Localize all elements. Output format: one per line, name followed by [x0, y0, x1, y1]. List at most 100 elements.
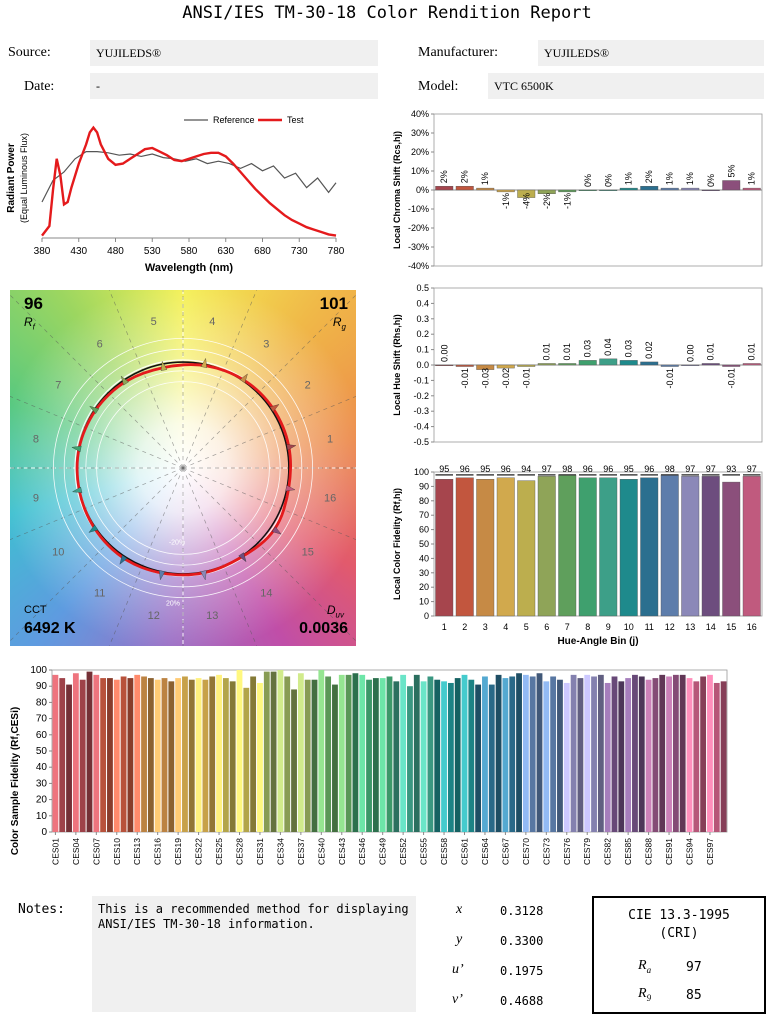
- x-tick-label-ces31: CES31: [255, 838, 265, 865]
- x-tick-label-ces97: CES97: [705, 838, 715, 865]
- x-axis-title: Wavelength (nm): [145, 262, 234, 274]
- y-tick-label: 0: [424, 611, 429, 621]
- bar-bin-12: [660, 364, 679, 367]
- x-tick-label-bin-2: 2: [462, 622, 467, 632]
- ces-bar-8: [100, 678, 107, 832]
- series-line-reference: [41, 151, 337, 203]
- bin-number-3: 3: [263, 338, 269, 350]
- x-tick-label-ces22: CES22: [194, 838, 204, 865]
- y-tick-label: 60: [419, 525, 429, 535]
- y-axis-title: Color Sample Fidelity (Rf,CESi): [10, 707, 21, 855]
- hue-shift-arrow-13: [200, 570, 207, 581]
- x-tick-label: 580: [181, 246, 198, 257]
- ces-bar-35: [284, 676, 291, 832]
- date-label: Date:: [24, 79, 55, 94]
- ces-bar-45: [352, 673, 359, 832]
- value-label-bin-16: 1%: [747, 172, 757, 185]
- ces-bar-91: [666, 676, 672, 832]
- value-label-bin-10: 95: [624, 464, 634, 474]
- x-tick-label-bin-16: 16: [747, 622, 757, 632]
- bin-number-9: 9: [33, 492, 39, 504]
- ces-bar-4: [72, 673, 79, 832]
- ces-bar-59: [447, 682, 454, 832]
- ces-bar-79: [584, 674, 591, 832]
- hue-shift-arrow-7: [89, 405, 100, 414]
- test-gamut-outline: [75, 363, 293, 577]
- bin-boundary-line: [10, 294, 184, 469]
- legend-label-test: Test: [287, 115, 304, 125]
- bar-bin-2: [455, 477, 474, 617]
- x-tick-label-ces52: CES52: [398, 838, 408, 865]
- ces-bar-70: [522, 674, 529, 832]
- x-tick-label: 430: [70, 246, 87, 257]
- bar-bin-9: [599, 358, 618, 366]
- x-tick-label-ces34: CES34: [275, 838, 285, 865]
- y-tick-label: 40: [36, 762, 48, 773]
- x-tick-label-bin-12: 12: [665, 622, 675, 632]
- bar-bin-8: [578, 360, 597, 366]
- bar-bin-9: [599, 189, 618, 192]
- ces-bar-27: [229, 681, 236, 832]
- x-tick-label-ces07: CES07: [91, 838, 101, 865]
- ra-value: 97: [686, 960, 702, 975]
- ra-label: Ra: [638, 958, 652, 975]
- x-tick-label-ces04: CES04: [71, 838, 81, 865]
- x-tick-label-bin-10: 10: [624, 622, 634, 632]
- ces-bar-47: [366, 679, 372, 832]
- value-label-bin-8: 0%: [583, 174, 593, 187]
- ces-bar-96: [700, 676, 707, 832]
- y-tick-label: -40%: [408, 261, 429, 271]
- y-tick-label: -0.3: [413, 406, 429, 416]
- ces-bar-15: [147, 678, 154, 832]
- y-tick-label: -20%: [408, 223, 429, 233]
- hue-shift-arrow-16: [285, 484, 296, 492]
- x-tick-label-bin-3: 3: [483, 622, 488, 632]
- bar-bin-15: [722, 481, 741, 617]
- y-tick-label: 70: [36, 714, 48, 725]
- hue-shift-arrow-5: [160, 360, 168, 371]
- reference-ring: [63, 348, 303, 588]
- ces-bar-21: [188, 679, 195, 832]
- bar-bin-2: [455, 364, 474, 367]
- x-axis-title: Hue-Angle Bin (j): [557, 636, 638, 647]
- hue-shift-arrow-2: [269, 404, 280, 413]
- ces-bar-44: [345, 674, 352, 832]
- v-prime-label: v’: [452, 992, 463, 1007]
- ces-bar-2: [59, 678, 66, 832]
- ces-bar-71: [529, 676, 536, 832]
- x-tick-label-ces91: CES91: [664, 838, 674, 865]
- ces-bar-57: [434, 679, 441, 832]
- value-label-bin-11: 96: [644, 464, 654, 474]
- y-tick-label: 0.2: [416, 329, 429, 339]
- hue-shift-arrow-12: [159, 570, 166, 581]
- value-label-bin-1: 95: [439, 464, 449, 474]
- ces-bar-19: [175, 678, 182, 832]
- y-tick-label: 0%: [416, 185, 429, 195]
- ces-bar-76: [563, 682, 570, 832]
- color-vector-graphic: 1 2 3 4 5 6 7 8 9 10 11 12 13 14 15 16 -20% 20% 96 Rf 101…: [10, 290, 356, 646]
- y-tick-label: 100: [414, 467, 429, 477]
- y-tick-label: 0.1: [416, 345, 429, 355]
- r9-value: 85: [686, 988, 702, 1003]
- value-label-bin-7: -1%: [562, 193, 572, 209]
- ces-bar-52: [400, 674, 407, 832]
- bar-bin-14: [701, 363, 720, 366]
- bin-number-11: 11: [94, 588, 105, 600]
- ces-bar-97: [707, 674, 713, 832]
- ces-bar-5: [79, 679, 86, 832]
- ces-bar-10: [113, 679, 120, 832]
- y-tick-label: 0.3: [416, 314, 429, 324]
- y-axis-subtitle: (Equal Luminous Flux): [19, 133, 29, 223]
- ces-bar-55: [420, 681, 427, 832]
- hue-shift-arrow-1: [286, 444, 297, 451]
- bin-number-13: 13: [206, 610, 218, 622]
- ces-bar-9: [107, 678, 113, 832]
- y-tick-label: -10%: [408, 204, 429, 214]
- ces-bar-77: [570, 674, 577, 832]
- value-label-bin-16: 97: [747, 464, 757, 474]
- hue-shift-arrow-6: [120, 375, 129, 386]
- x-tick-label-ces88: CES88: [644, 838, 654, 865]
- y-tick-label: 0: [41, 827, 47, 838]
- x-tick-label-bin-4: 4: [503, 622, 508, 632]
- ces-bar-80: [591, 676, 597, 832]
